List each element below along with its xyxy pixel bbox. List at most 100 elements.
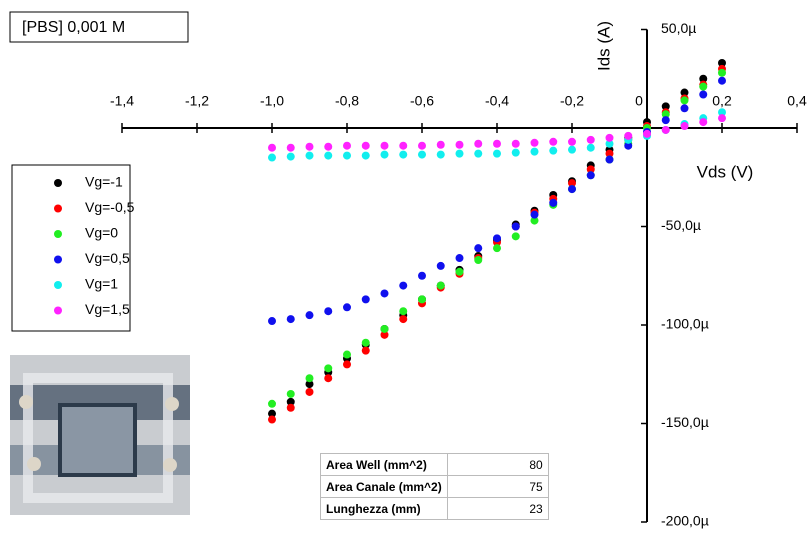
x-tick-label: 0 [635,93,643,109]
data-point [718,114,726,123]
data-point [699,74,708,83]
legend-label: Vg=-0,5 [85,199,135,215]
data-point [380,141,389,150]
data-point [455,254,464,263]
legend-label: Vg=1 [85,276,118,292]
chart-title: [PBS] 0,001 M [22,19,125,36]
data-point [343,350,351,359]
table-row: Area Canale (mm^2) 75 [320,475,549,498]
data-point [474,139,483,148]
data-point [436,140,445,149]
data-point [418,141,426,150]
data-point [474,255,483,264]
data-point [268,399,276,408]
data-point [399,307,408,316]
data-point [511,232,520,241]
legend-marker [54,230,62,238]
data-point [605,149,614,158]
data-point [324,151,333,160]
data-point [286,152,295,161]
info-table: Area Well (mm^2) 80 Area Canale (mm^2) 75 Lu… [320,453,549,520]
data-point [324,142,333,151]
table-value: 80 [446,453,549,476]
y-tick-label: -100,0µ [661,316,709,332]
table-row: Area Well (mm^2) 80 [320,453,549,476]
legend-marker [54,306,62,315]
table-value: 23 [446,497,549,520]
data-point [530,216,539,225]
data-point [268,143,276,152]
data-point [718,76,726,85]
data-point [268,317,276,326]
data-point [493,149,501,158]
data-point [568,185,576,194]
x-axis-label: Vds (V) [697,162,754,181]
data-point [268,415,276,424]
data-point [286,315,295,324]
data-point [586,171,595,180]
data-point [286,389,295,398]
table-value: 75 [446,475,549,498]
data-point [568,179,576,188]
x-tick-label: -0,2 [560,93,584,109]
data-point [361,151,370,160]
data-point [380,324,389,333]
data-point [399,315,408,324]
y-tick-label: -50,0µ [661,217,701,233]
data-point [530,147,539,156]
data-point [380,330,389,339]
data-point [343,151,351,160]
data-point [680,104,689,113]
data-point [661,125,670,134]
data-point [418,271,426,280]
legend-label: Vg=-1 [85,174,123,190]
table-label: Area Well (mm^2) [320,453,448,476]
data-point [455,267,464,276]
data-point [380,150,389,159]
x-tick-label: -1,4 [110,93,134,109]
data-point [568,145,576,154]
data-point [361,141,370,150]
data-point [436,150,445,159]
data-point [718,108,726,117]
data-point [493,234,501,243]
data-point [268,409,276,418]
y-axis-label: Ids (A) [594,21,613,71]
data-point [699,82,708,91]
data-point [661,102,670,111]
data-point [549,146,558,155]
data-point [343,303,351,312]
data-point [568,137,576,146]
data-point [399,141,408,150]
table-label: Area Canale (mm^2) [320,475,448,498]
data-point [624,141,633,150]
data-point [305,311,314,320]
table-label: Lunghezza (mm) [320,497,448,520]
data-point [605,139,614,148]
y-tick-label: 50,0µ [661,20,696,36]
x-tick-label: -0,4 [485,93,509,109]
data-point [361,346,370,355]
data-point [511,139,520,148]
data-point [436,281,445,290]
legend-marker [54,255,62,264]
data-point [493,139,501,148]
data-point [661,116,670,125]
data-point [324,364,333,373]
data-point [268,153,276,162]
data-point [343,141,351,150]
data-point [586,135,595,144]
legend-marker [54,179,62,187]
data-point [361,338,370,347]
data-point [343,360,351,369]
data-point [455,140,464,149]
legend-marker [54,204,62,213]
data-point [605,155,614,164]
legend-marker [54,281,62,289]
data-point [699,90,708,99]
x-tick-label: 0,2 [712,93,732,109]
data-point [699,118,708,127]
data-point [549,198,558,207]
data-point [493,244,501,253]
